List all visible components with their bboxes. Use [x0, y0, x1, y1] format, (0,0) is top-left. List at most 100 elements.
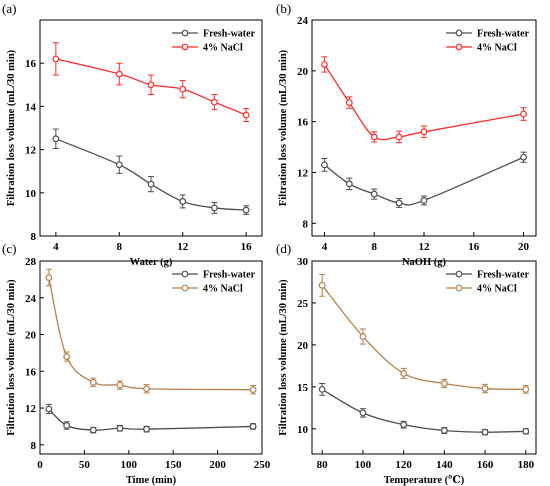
- x-tick-label: 120: [395, 459, 412, 471]
- chart-panel: (b) 4 8 12 16 20 8 12 16 20 24 NaOH (g) Filtration l…: [276, 1, 537, 268]
- data-point: [318, 281, 326, 289]
- y-tick-label: 12: [25, 403, 37, 415]
- series-group: [321, 151, 527, 208]
- legend-marker: [455, 29, 463, 37]
- x-tick-label: 160: [477, 459, 494, 471]
- y-tick-label: 12: [25, 145, 37, 157]
- series-group: [52, 42, 250, 123]
- data-point: [400, 421, 408, 429]
- data-point: [249, 423, 257, 430]
- chart-panel: (c) 0 50 100 150 200 250 8 12 16 20 24 28 Time (min) F…: [2, 241, 271, 486]
- panel-label: (c): [2, 241, 16, 256]
- x-tick-label: 180: [518, 459, 535, 471]
- series-group: [318, 273, 530, 394]
- x-tick-label: 8: [371, 241, 377, 253]
- series-line: [48, 277, 254, 391]
- x-tick-label: 12: [177, 241, 189, 253]
- y-axis-title: Filtration loss volume (mL/30 min): [6, 49, 17, 206]
- x-tick-label: 0: [37, 459, 43, 471]
- y-axis-title: Filtration loss volume (mL/30 min): [278, 279, 289, 436]
- plot-frame: [311, 260, 537, 455]
- data-point: [400, 370, 408, 377]
- x-tick-label: 50: [79, 459, 91, 471]
- legend: Fresh-water 4% NaCl: [446, 29, 530, 54]
- y-tick-label: 8: [31, 440, 37, 452]
- data-point: [242, 206, 250, 214]
- x-tick-label: 100: [355, 459, 372, 471]
- data-point: [143, 425, 150, 433]
- data-point: [345, 180, 353, 188]
- data-point: [63, 353, 71, 360]
- x-tick-label: 20: [518, 241, 530, 253]
- data-point: [520, 153, 527, 161]
- data-point: [440, 427, 448, 434]
- y-tick-label: 20: [25, 330, 37, 342]
- data-point: [45, 274, 53, 281]
- series-group: [52, 128, 250, 215]
- y-tick-label: 20: [297, 66, 309, 78]
- legend-label: Fresh-water: [477, 270, 530, 281]
- x-axis-title: Temperature (℃): [384, 475, 465, 486]
- data-point: [115, 70, 123, 78]
- y-tick-label: 16: [297, 117, 309, 129]
- data-point: [345, 99, 353, 106]
- x-tick-label: 4: [322, 241, 328, 253]
- series-line: [321, 284, 526, 391]
- y-tick-label: 8: [303, 218, 309, 230]
- x-tick-label: 16: [241, 241, 253, 253]
- legend-marker: [181, 43, 189, 51]
- data-point: [249, 386, 257, 394]
- data-point: [318, 385, 326, 393]
- y-tick-label: 10: [25, 188, 37, 200]
- data-point: [370, 133, 378, 141]
- data-point: [481, 385, 489, 392]
- data-point: [45, 405, 53, 413]
- data-point: [179, 85, 187, 93]
- legend-marker: [455, 270, 463, 278]
- panel-label: (d): [276, 241, 291, 256]
- x-axis-title: NaOH (g): [402, 257, 447, 268]
- y-tick-label: 28: [25, 256, 37, 268]
- legend-marker: [181, 284, 189, 292]
- chart-panel: (a) 4 8 12 16 8 10 12 14 16 Water (g) Filtration lo…: [2, 1, 263, 268]
- y-tick-label: 24: [297, 15, 309, 27]
- legend: Fresh-water 4% NaCl: [446, 270, 530, 295]
- plot-frame: [39, 19, 263, 237]
- legend-label: 4% NaCl: [203, 43, 243, 54]
- y-tick-label: 25: [297, 298, 309, 310]
- y-axis-title: Filtration loss volume (mL/30 min): [278, 49, 289, 206]
- data-point: [359, 409, 367, 417]
- series-group: [45, 268, 257, 395]
- data-point: [522, 427, 530, 435]
- data-point: [147, 180, 155, 188]
- data-point: [440, 380, 448, 387]
- x-tick-label: 80: [317, 459, 329, 471]
- legend-label: 4% NaCl: [203, 284, 243, 295]
- legend-marker: [455, 43, 463, 51]
- x-tick-label: 250: [254, 459, 271, 471]
- x-tick-label: 140: [436, 459, 453, 471]
- data-point: [321, 61, 328, 68]
- legend-marker: [181, 29, 189, 37]
- chart-panel: (d) 80 100 120 140 160 180 10 15 20 25 30 Temperatur…: [276, 241, 537, 486]
- data-point: [89, 426, 97, 434]
- y-tick-label: 14: [25, 101, 37, 113]
- series-line: [321, 388, 526, 433]
- y-tick-label: 24: [25, 293, 37, 305]
- data-point: [52, 135, 60, 143]
- legend-label: Fresh-water: [477, 29, 530, 40]
- x-axis-title: Time (min): [126, 475, 177, 486]
- series-group: [321, 56, 527, 144]
- series-line: [55, 138, 247, 211]
- data-point: [359, 333, 367, 340]
- y-tick-label: 20: [297, 340, 309, 352]
- series-group: [318, 383, 530, 436]
- data-point: [143, 385, 150, 393]
- series-line: [48, 408, 254, 431]
- data-point: [211, 204, 218, 212]
- legend-label: Fresh-water: [203, 270, 256, 281]
- data-point: [321, 161, 328, 169]
- legend-marker: [455, 284, 463, 292]
- legend-label: 4% NaCl: [477, 284, 517, 295]
- panel-label: (b): [276, 1, 291, 16]
